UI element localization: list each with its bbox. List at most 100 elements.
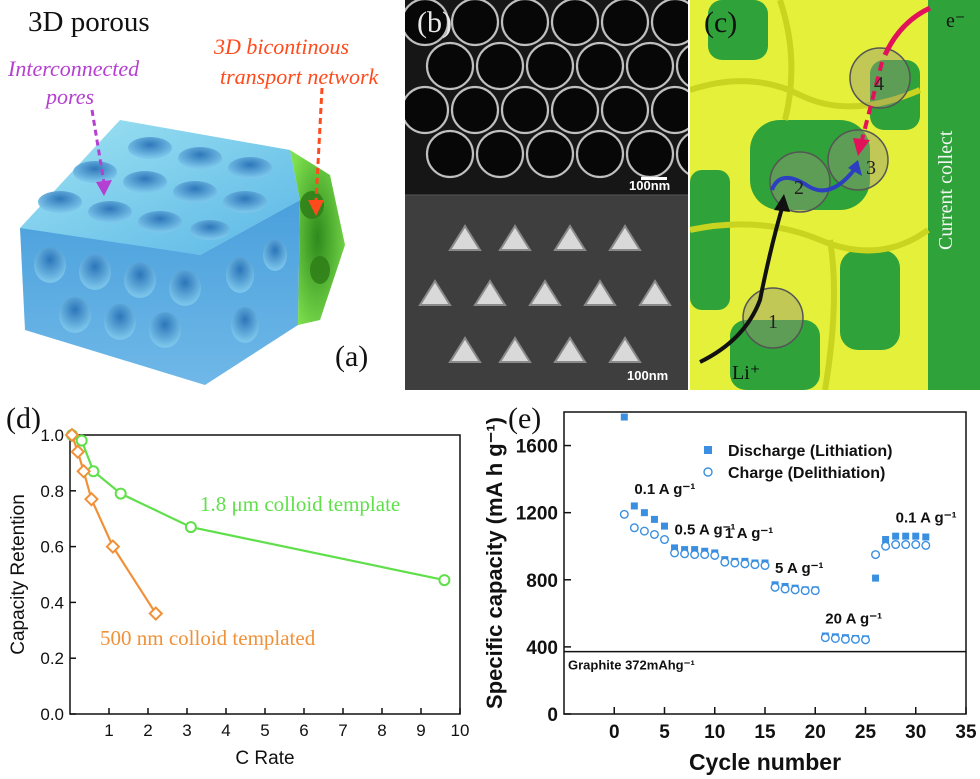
- sem-pore: [425, 129, 475, 179]
- current-collector-label: Current collect: [935, 130, 957, 250]
- sem-pore: [550, 85, 600, 135]
- sem-pore: [650, 0, 688, 47]
- discharge-point: [912, 532, 920, 540]
- y-tick-label: 1600: [516, 437, 558, 458]
- sem-pore: [600, 85, 650, 135]
- sem-pore: [625, 41, 675, 91]
- charge-point: [820, 633, 830, 643]
- sem-pore: [575, 41, 625, 91]
- x-tick-label: 3: [182, 721, 191, 740]
- charge-point: [881, 541, 891, 551]
- sem-particle: [498, 336, 532, 363]
- sem-particle: [638, 279, 672, 306]
- charge-point: [901, 540, 911, 550]
- step-2-label: 2: [794, 177, 804, 199]
- charge-point: [810, 586, 820, 596]
- data-point: [75, 434, 88, 447]
- charge-point: [700, 550, 710, 560]
- sem-pore: [500, 0, 550, 47]
- sem-pore: [405, 85, 450, 135]
- y-axis-label: Specific capacity (mA h g⁻¹): [482, 417, 507, 709]
- charge-point: [891, 540, 901, 550]
- sem-pore: [425, 41, 475, 91]
- y-tick-label: 1.0: [40, 426, 64, 445]
- sem-pore: [625, 129, 675, 179]
- x-tick-label: 35: [955, 722, 977, 743]
- panel-b-label: (b): [417, 6, 452, 39]
- x-tick-label: 7: [338, 721, 347, 740]
- x-tick-label: 10: [704, 722, 725, 743]
- charge-point: [840, 634, 850, 644]
- rate-annotation: 20 A g⁻¹: [825, 610, 882, 627]
- data-point: [438, 574, 451, 587]
- y-tick-label: 400: [526, 638, 558, 659]
- sem-particle: [553, 336, 587, 363]
- sem-pore: [575, 129, 625, 179]
- sem-particle: [528, 279, 562, 306]
- charge-point: [921, 540, 931, 550]
- x-tick-label: 10: [451, 721, 470, 740]
- charge-point: [800, 586, 810, 596]
- discharge-point: [620, 413, 628, 421]
- chart-d-capacity-retention: (d) 0.0 0.2 0.4 0.6 0.8 1.0 1 2 3 4 5 6 7 8 9 10 C Rate Ca…: [6, 402, 470, 769]
- panel-c-schematic: Current collect 1 2 3 4 (c) e⁻ Li⁺: [690, 0, 980, 390]
- electron-label: e⁻: [946, 10, 966, 32]
- x-tick-label: 0: [609, 722, 620, 743]
- data-point: [70, 444, 86, 460]
- charge-point: [690, 550, 700, 560]
- legend-marker-discharge: [704, 446, 712, 454]
- panel-e-label: (e): [508, 402, 541, 435]
- sem-pore: [500, 85, 550, 135]
- panel-b-sem-image: (b) 100nm 100nm: [405, 0, 688, 390]
- charge-point: [750, 560, 760, 570]
- li-ion-label: Li⁺: [732, 362, 761, 384]
- y-tick-label: 0.2: [40, 649, 64, 668]
- charge-point: [850, 634, 860, 644]
- sem-particle: [498, 224, 532, 251]
- sem-pore: [450, 85, 500, 135]
- sem-pore: [600, 0, 650, 47]
- series-label-1-8um: 1.8 μm colloid template: [200, 492, 400, 516]
- charge-point: [861, 635, 871, 645]
- sem-particle: [608, 336, 642, 363]
- charge-point: [780, 584, 790, 594]
- x-axis-label: C Rate: [235, 748, 294, 769]
- pores-label-line1: Interconnected: [8, 56, 140, 81]
- data-point: [64, 427, 80, 443]
- sem-pore: [550, 0, 600, 47]
- x-tick-label: 8: [377, 721, 386, 740]
- sem-particle: [553, 224, 587, 251]
- discharge-point: [630, 502, 638, 510]
- x-tick-label: 25: [855, 722, 877, 743]
- sem-pore: [675, 45, 688, 87]
- charge-point: [720, 557, 730, 567]
- charge-point: [710, 550, 720, 560]
- sem-particle: [583, 279, 617, 306]
- scalebar-bottom-label: 100nm: [627, 368, 669, 383]
- step-4-label: 4: [874, 73, 884, 95]
- network-label-line2: transport network: [220, 64, 379, 89]
- x-tick-label: 5: [260, 721, 269, 740]
- sem-micrograph: [405, 0, 688, 390]
- plot-frame: [69, 434, 461, 715]
- charge-point: [639, 526, 649, 536]
- x-tick-label: 4: [221, 721, 230, 740]
- series-label-500nm: 500 nm colloid templated: [100, 626, 316, 650]
- sem-particle: [448, 336, 482, 363]
- charge-point: [790, 585, 800, 595]
- sem-particle: [448, 224, 482, 251]
- charge-point: [871, 550, 881, 560]
- y-tick-label: 0.0: [40, 705, 64, 724]
- data-point: [84, 491, 99, 507]
- sem-pore: [650, 85, 688, 135]
- panel-d-label: (d): [6, 402, 41, 435]
- discharge-point: [922, 533, 930, 541]
- sem-pore: [405, 0, 450, 47]
- sem-particle: [608, 224, 642, 251]
- x-tick-label: 1: [104, 721, 113, 740]
- chart-e-rate-capability: (e) 0 400 800 1200 1600 0 5 10 15 20 25 30 35 Cycle nu…: [482, 402, 977, 775]
- charge-point: [740, 559, 750, 569]
- charge-point: [680, 549, 690, 559]
- panel-c-label: (c): [704, 6, 738, 39]
- sem-particle: [418, 279, 452, 306]
